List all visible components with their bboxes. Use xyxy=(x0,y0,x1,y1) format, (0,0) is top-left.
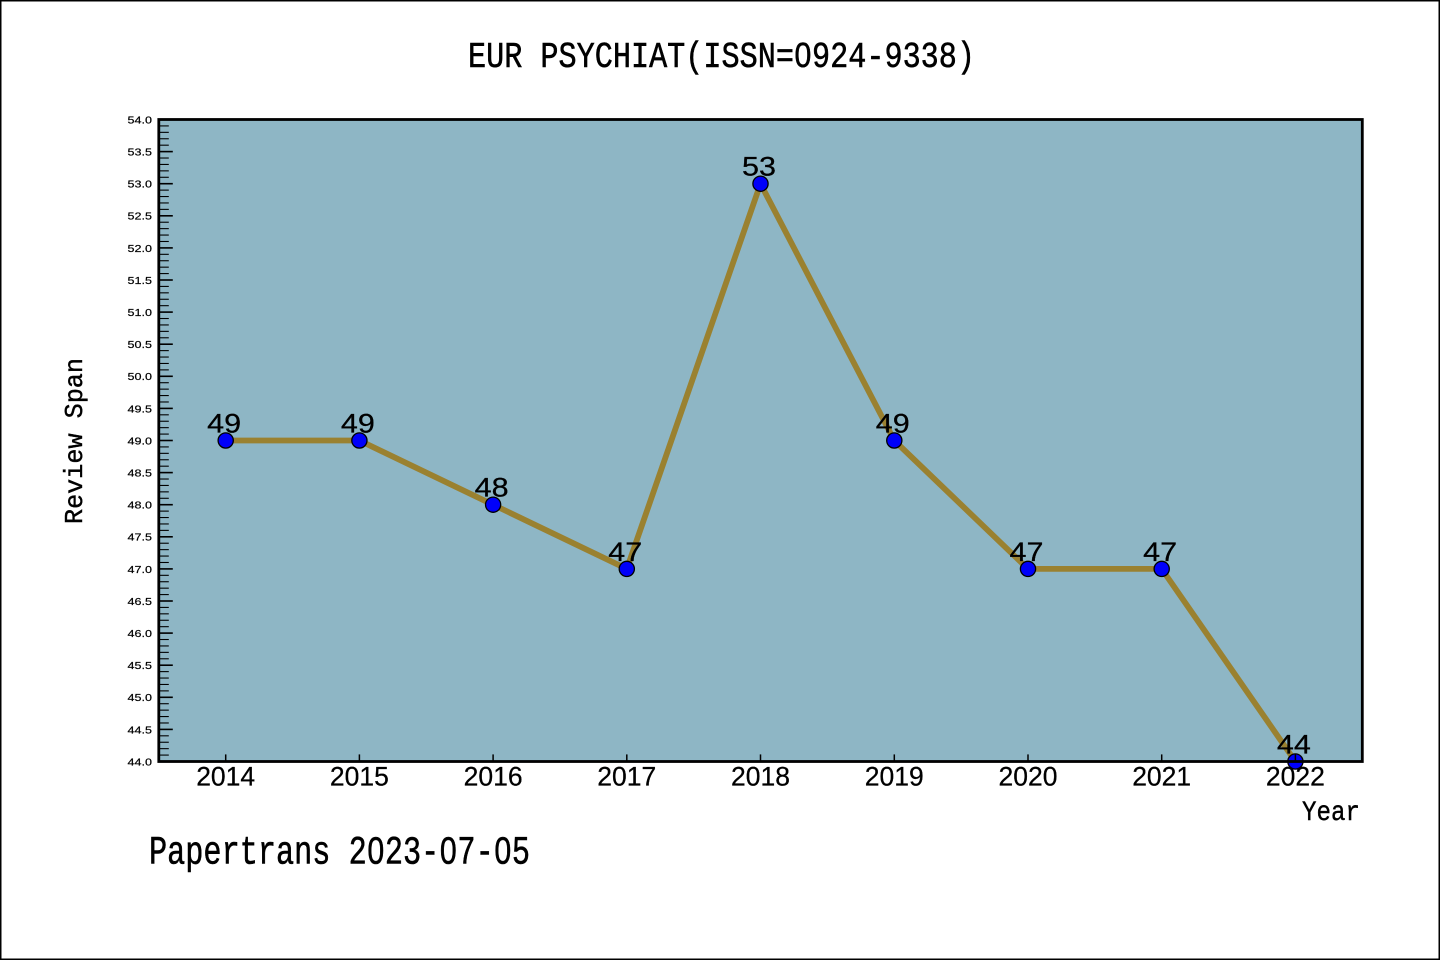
svg-text:48.5: 48.5 xyxy=(128,468,153,480)
svg-text:49.0: 49.0 xyxy=(128,435,153,447)
svg-text:52.5: 52.5 xyxy=(128,211,153,223)
svg-text:49: 49 xyxy=(207,409,241,439)
svg-text:2016: 2016 xyxy=(464,762,523,792)
svg-text:52.0: 52.0 xyxy=(128,243,153,255)
svg-text:50.0: 50.0 xyxy=(128,371,153,383)
svg-text:2019: 2019 xyxy=(865,762,924,792)
svg-text:46.5: 46.5 xyxy=(128,596,153,608)
svg-text:Review Span: Review Span xyxy=(60,358,90,524)
svg-text:48: 48 xyxy=(475,473,509,503)
svg-text:44: 44 xyxy=(1277,730,1311,760)
svg-text:44.0: 44.0 xyxy=(128,756,153,768)
svg-text:EUR PSYCHIAT(ISSN=0924-9338): EUR PSYCHIAT(ISSN=0924-9338) xyxy=(468,37,975,78)
svg-text:2018: 2018 xyxy=(731,762,790,792)
svg-text:48.0: 48.0 xyxy=(128,500,153,512)
svg-text:47: 47 xyxy=(1010,537,1044,567)
svg-text:47.0: 47.0 xyxy=(128,564,153,576)
svg-text:Year: Year xyxy=(1302,798,1360,829)
svg-text:53.5: 53.5 xyxy=(128,147,153,159)
svg-text:44.5: 44.5 xyxy=(128,724,153,736)
svg-text:53: 53 xyxy=(742,152,776,182)
svg-text:46.0: 46.0 xyxy=(128,628,153,640)
svg-text:47: 47 xyxy=(1143,537,1177,567)
svg-text:2014: 2014 xyxy=(196,762,255,792)
svg-text:51.0: 51.0 xyxy=(128,307,153,319)
svg-text:47.5: 47.5 xyxy=(128,532,153,544)
svg-text:2015: 2015 xyxy=(330,762,389,792)
svg-text:49: 49 xyxy=(341,409,375,439)
svg-text:2017: 2017 xyxy=(597,762,656,792)
svg-text:2020: 2020 xyxy=(999,762,1058,792)
svg-text:45.0: 45.0 xyxy=(128,692,153,704)
svg-text:51.5: 51.5 xyxy=(128,275,153,287)
svg-text:49.5: 49.5 xyxy=(128,403,153,415)
svg-text:53.0: 53.0 xyxy=(128,179,153,191)
svg-text:50.5: 50.5 xyxy=(128,339,153,351)
svg-text:54.0: 54.0 xyxy=(128,114,153,126)
svg-text:49: 49 xyxy=(876,409,910,439)
svg-text:47: 47 xyxy=(608,537,642,567)
svg-text:45.5: 45.5 xyxy=(128,660,153,672)
svg-text:2021: 2021 xyxy=(1132,762,1191,792)
svg-text:Papertrans 2023-07-05: Papertrans 2023-07-05 xyxy=(149,831,530,876)
